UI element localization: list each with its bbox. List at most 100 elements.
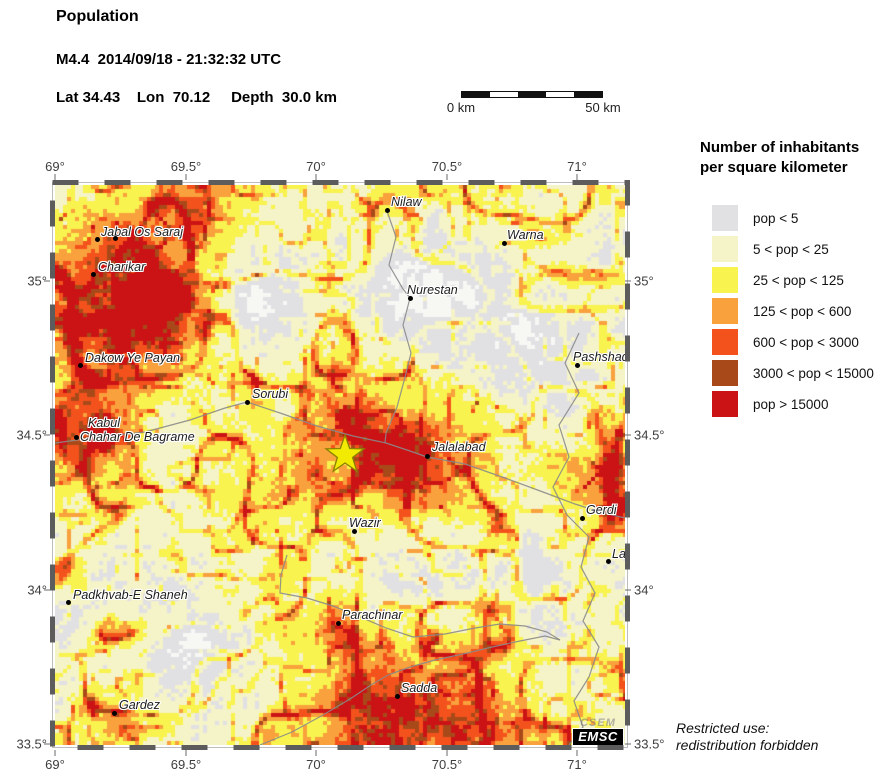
city-dot (77, 362, 83, 368)
city-dot (112, 235, 118, 241)
scalebar-segment (574, 92, 602, 97)
city-dot (501, 240, 507, 246)
axis-label-top: 70.5° (431, 159, 463, 174)
axis-label-bottom: 69° (45, 757, 65, 772)
city-dot (111, 710, 117, 716)
legend-item-label: 25 < pop < 125 (753, 272, 844, 288)
map-raster-area: Nilaw Warna Jabal Os Saraj Charikar Nurestan… (55, 185, 625, 745)
axis-label-bottom: 71° (567, 757, 587, 772)
legend-item: 125 < pop < 600 (700, 298, 884, 324)
restricted-use-line1: Restricted use: (676, 720, 770, 736)
boundary-line-southern-boundary (279, 554, 561, 641)
legend-item: pop < 5 (700, 205, 884, 231)
axis-label-right: 34.5° (634, 427, 665, 443)
legend-title: Number of inhabitants per square kilomet… (700, 138, 884, 178)
legend-item: 25 < pop < 125 (700, 267, 884, 293)
axis-label-right: 33.5° (634, 736, 665, 752)
boundary-line-eastern-boundary (552, 332, 600, 745)
axis-label-left: 35° (27, 273, 47, 289)
event-coordinates-depth: Lat 34.43 Lon 70.12 Depth 30.0 km (56, 89, 337, 106)
axis-label-right: 34° (634, 582, 654, 598)
legend-swatch (712, 205, 738, 231)
event-magnitude-datetime: M4.4 2014/09/18 - 21:32:32 UTC (56, 51, 282, 68)
legend-item-label: pop < 5 (753, 210, 799, 226)
axis-label-left: 34° (27, 582, 47, 598)
page-title: Population (56, 8, 139, 25)
city-dot (384, 207, 390, 213)
axis-label-bottom: 69.5° (170, 757, 202, 772)
city-label: Gerdi (586, 503, 617, 517)
legend-swatch (712, 267, 738, 293)
city-label: Chahar De Bagrame (80, 430, 195, 444)
city-label: Parachinar (342, 608, 403, 622)
legend-item-label: 5 < pop < 25 (753, 241, 829, 257)
scalebar-start-label: 0 km (446, 100, 476, 115)
city-label: Sorubi (252, 387, 289, 401)
city-label: Jalalabad (432, 440, 486, 454)
scalebar-end-label: 50 km (585, 100, 621, 115)
city-dot (65, 599, 71, 605)
city-label: Kabul (88, 416, 120, 430)
axis-label-bottom: 70.5° (431, 757, 463, 772)
scalebar-segment (546, 92, 574, 97)
scalebar-bar (461, 91, 603, 98)
restricted-use-line2: redistribution forbidden (676, 737, 819, 753)
legend-swatch (712, 236, 738, 262)
city-label: Pashshad (573, 350, 625, 364)
axis-label-left: 34.5° (16, 427, 47, 443)
legend-swatch (712, 298, 738, 324)
city-label: Nurestan (407, 283, 458, 297)
legend-item: 3000 < pop < 15000 (700, 360, 884, 386)
axis-label-right: 35° (634, 273, 654, 289)
axis-label-top: 71° (567, 159, 587, 174)
axis-label-top: 69.5° (170, 159, 202, 174)
axis-label-top: 69° (45, 159, 65, 174)
city-label: Nilaw (391, 195, 422, 209)
legend-item-label: 125 < pop < 600 (753, 303, 852, 319)
axis-label-top: 70° (306, 159, 326, 174)
legend-title-line2: per square kilometer (700, 159, 848, 176)
scalebar-segment (490, 92, 518, 97)
city-dot (605, 558, 611, 564)
city-dot (394, 693, 400, 699)
legend-item: 5 < pop < 25 (700, 236, 884, 262)
city-label: La (612, 547, 625, 561)
legend-items: pop < 5 5 < pop < 25 25 < pop < 125 125 < p… (700, 205, 884, 417)
csem-ghost-text: CSEM (580, 717, 616, 729)
legend-swatch (712, 391, 738, 417)
restricted-use-note: Restricted use: redistribution forbidden (676, 720, 818, 754)
city-label: Padkhvab-E Shaneh (73, 588, 188, 602)
city-dot (579, 515, 585, 521)
city-dot (73, 434, 79, 440)
epicenter-star (324, 433, 366, 473)
city-label: Wazir (349, 516, 381, 530)
city-label: Sadda (401, 681, 438, 695)
city-label: Warna (507, 228, 544, 242)
emsc-logo: CSEM EMSC (573, 718, 623, 745)
legend: Number of inhabitants per square kilomet… (700, 138, 884, 422)
city-dot (424, 453, 430, 459)
map-scalebar: 0 km 50 km (447, 91, 621, 115)
scalebar-segment (518, 92, 546, 97)
legend-swatch (712, 329, 738, 355)
legend-item-label: pop > 15000 (753, 396, 829, 412)
scalebar-segment (462, 92, 490, 97)
emsc-logo-text: EMSC (573, 729, 623, 745)
city-label: Dakow Ye Payan (85, 351, 180, 365)
city-label: Charikar (98, 260, 146, 274)
city-dot (94, 236, 100, 242)
legend-item: pop > 15000 (700, 391, 884, 417)
population-map: Nilaw Warna Jabal Os Saraj Charikar Nurestan… (16, 159, 664, 772)
boundary-line-river-nilaw (384, 210, 412, 444)
city-dot (244, 399, 250, 405)
legend-item-label: 600 < pop < 3000 (753, 334, 859, 350)
axis-label-bottom: 70° (306, 757, 326, 772)
city-dot (335, 620, 341, 626)
legend-title-line1: Number of inhabitants (700, 139, 860, 156)
legend-item-label: 3000 < pop < 15000 (753, 365, 874, 381)
city-label: Gardez (119, 698, 160, 712)
city-dot (90, 271, 96, 277)
legend-item: 600 < pop < 3000 (700, 329, 884, 355)
axis-label-left: 33.5° (16, 736, 47, 752)
